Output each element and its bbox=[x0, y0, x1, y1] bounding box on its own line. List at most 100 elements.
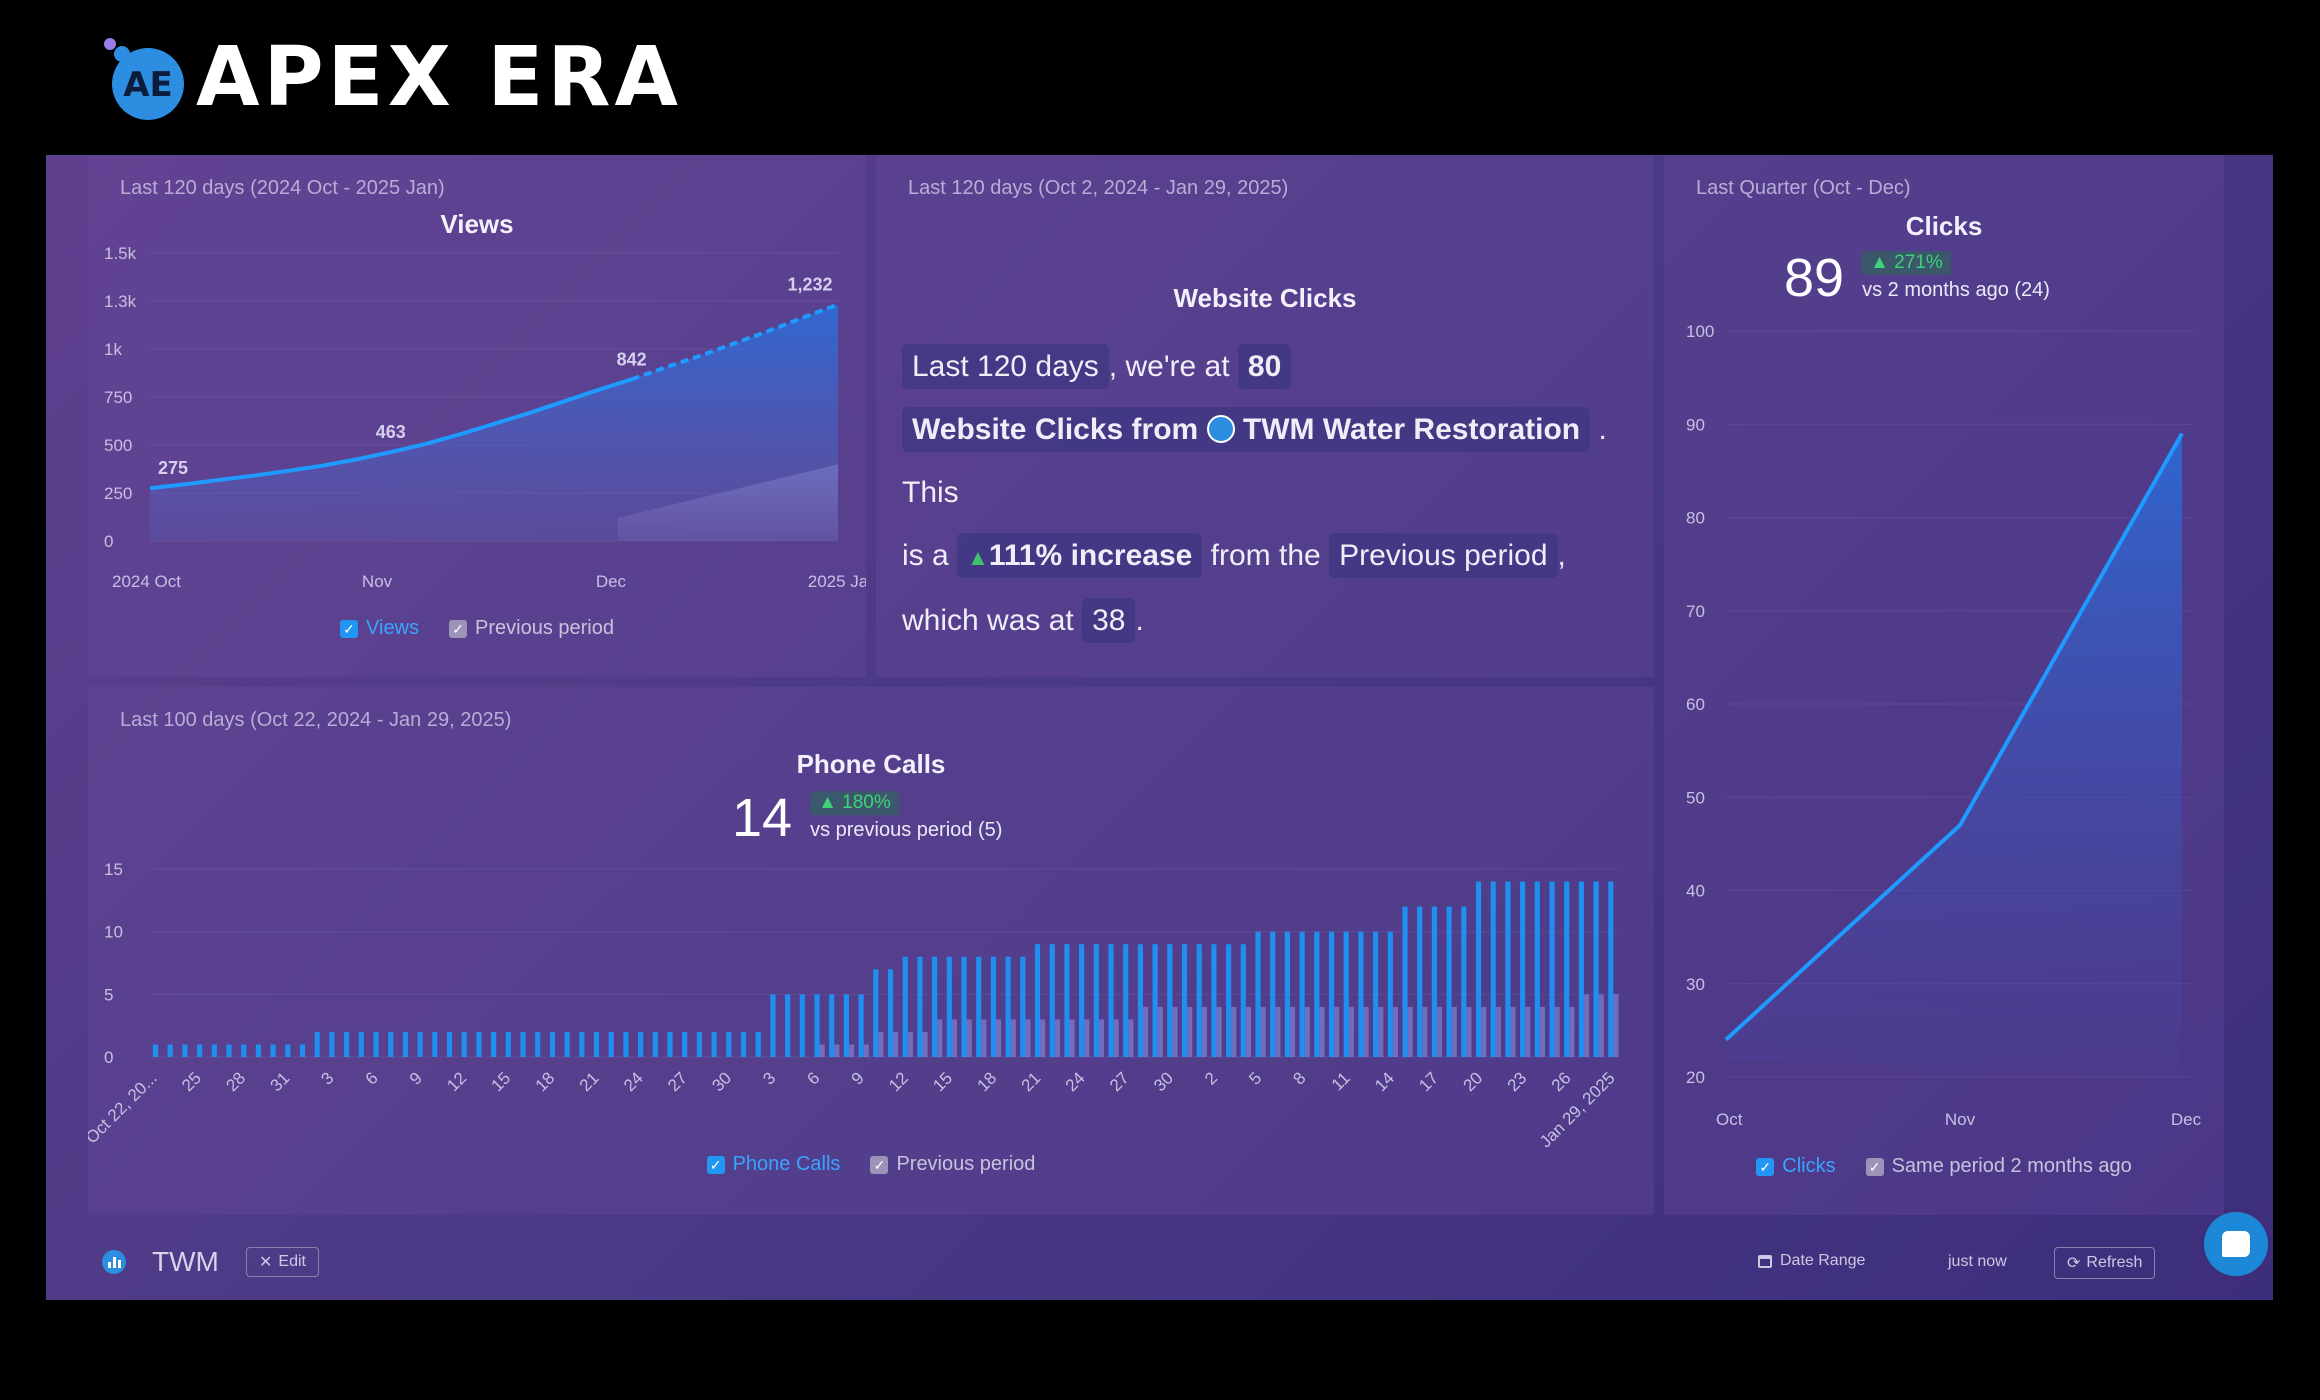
x-tick-label: 2025 Ja bbox=[808, 572, 866, 591]
phone-bar bbox=[917, 956, 923, 1057]
phone-bar bbox=[1402, 906, 1408, 1057]
previous-bar bbox=[1172, 1006, 1178, 1057]
phone-bar bbox=[564, 1031, 570, 1057]
previous-bar bbox=[1231, 1006, 1237, 1057]
phone-bar bbox=[1373, 931, 1379, 1057]
phone-bar bbox=[314, 1031, 320, 1057]
brand-mark-icon: AE bbox=[100, 34, 188, 122]
clicks-title: Clicks bbox=[1905, 211, 1983, 241]
edit-button[interactable]: ✕ Edit bbox=[246, 1247, 319, 1277]
phone-bar bbox=[1534, 881, 1540, 1057]
previous-bar bbox=[1451, 1006, 1457, 1057]
phone-bar bbox=[1446, 906, 1452, 1057]
brand-logo: AE APEX ERA bbox=[100, 28, 682, 128]
chat-launcher-button[interactable] bbox=[2204, 1212, 2268, 1276]
legend-phone-toggle[interactable]: ✓ Phone Calls bbox=[706, 1153, 840, 1176]
legend-previous-toggle[interactable]: ✓ Previous period bbox=[449, 617, 614, 640]
views-date-range: Last 120 days (2024 Oct - 2025 Jan) bbox=[120, 177, 445, 199]
x-tick-label: 12 bbox=[885, 1068, 912, 1095]
phone-bar bbox=[652, 1031, 658, 1057]
clicks-card: Last Quarter (Oct - Dec) Clicks 89 ▲ 271… bbox=[1664, 155, 2224, 1215]
x-tick-label: 15 bbox=[929, 1068, 956, 1095]
phone-bar bbox=[329, 1031, 335, 1057]
x-tick-label: Dec bbox=[596, 572, 627, 591]
phone-bar bbox=[182, 1044, 188, 1057]
phone-bar bbox=[1431, 906, 1437, 1057]
previous-bar bbox=[1187, 1006, 1193, 1057]
phone-bar bbox=[1505, 881, 1511, 1057]
previous-bar bbox=[1348, 1006, 1354, 1057]
phone-bar bbox=[740, 1031, 747, 1057]
previous-bar bbox=[1304, 1006, 1310, 1057]
previous-bar bbox=[1539, 1006, 1546, 1057]
phone-bar bbox=[990, 956, 996, 1057]
legend-clicks-toggle[interactable]: ✓ Clicks bbox=[1756, 1155, 1836, 1178]
phone-bar bbox=[285, 1044, 291, 1057]
period-chip: Last 120 days bbox=[902, 344, 1109, 389]
clicks-date-range: Last Quarter (Oct - Dec) bbox=[1696, 177, 1911, 199]
y-tick-label: 90 bbox=[1686, 415, 1705, 434]
phone-bar bbox=[1123, 944, 1129, 1057]
refresh-icon: ⟳ bbox=[2067, 1255, 2081, 1272]
x-tick-label: 21 bbox=[576, 1068, 603, 1095]
y-tick-label: 10 bbox=[104, 923, 123, 942]
previous-bar bbox=[1113, 1019, 1119, 1057]
phone-bar bbox=[1328, 931, 1335, 1057]
phone-bar bbox=[799, 994, 805, 1057]
clicks-area bbox=[1726, 433, 2182, 1077]
phone-bar bbox=[814, 994, 820, 1057]
data-label: 1,232 bbox=[787, 274, 832, 294]
phone-bar bbox=[873, 969, 879, 1057]
phone-bar bbox=[299, 1044, 306, 1057]
legend-views-toggle[interactable]: ✓ Views bbox=[340, 617, 419, 640]
views-title: Views bbox=[440, 209, 514, 239]
previous-bar bbox=[1481, 1006, 1487, 1057]
x-tick-label: Oct 22, 20... bbox=[88, 1068, 161, 1147]
x-tick-label: 8 bbox=[1289, 1068, 1309, 1088]
y-tick-label: 70 bbox=[1686, 602, 1705, 621]
y-tick-label: 250 bbox=[104, 484, 132, 503]
previous-bar bbox=[1422, 1006, 1428, 1057]
x-tick-label: 2 bbox=[1201, 1068, 1221, 1088]
views-card: Last 120 days (2024 Oct - 2025 Jan) View… bbox=[88, 155, 866, 677]
phone-bar bbox=[976, 956, 982, 1057]
phone-bar bbox=[623, 1031, 629, 1057]
clicks-legend: ✓ Clicks ✓ Same period 2 months ago bbox=[1664, 1155, 2224, 1178]
previous-bar bbox=[1378, 1006, 1384, 1057]
y-tick-label: 60 bbox=[1686, 695, 1705, 714]
checkbox-checked-icon: ✓ bbox=[340, 619, 359, 638]
previous-bar bbox=[907, 1031, 913, 1057]
phone-bar bbox=[1167, 944, 1173, 1057]
increase-chip: ▲111% increase bbox=[957, 533, 1203, 578]
legend-previous-toggle[interactable]: ✓ Previous period bbox=[870, 1153, 1035, 1176]
x-tick-label: 30 bbox=[708, 1068, 735, 1095]
phone-bar bbox=[373, 1031, 379, 1057]
x-tick-label: 21 bbox=[1018, 1068, 1045, 1095]
legend-same-period-toggle[interactable]: ✓ Same period 2 months ago bbox=[1865, 1155, 2132, 1178]
y-tick-label: 1k bbox=[104, 340, 122, 359]
previous-bar bbox=[1407, 1006, 1413, 1057]
phone-bar bbox=[226, 1044, 232, 1057]
phone-bar bbox=[255, 1044, 261, 1057]
previous-bar bbox=[863, 1044, 869, 1057]
phone-bar bbox=[755, 1031, 761, 1057]
views-line-partial bbox=[630, 302, 839, 382]
date-range-button[interactable]: Date Range bbox=[1758, 1252, 1865, 1270]
checkbox-checked-icon: ✓ bbox=[1865, 1157, 1884, 1176]
phone-bar bbox=[1608, 881, 1614, 1057]
refresh-button[interactable]: ⟳ Refresh bbox=[2054, 1247, 2156, 1279]
dashboard-footer: TWM ✕ Edit Date Range just now ⟳ Refresh bbox=[46, 1212, 2273, 1300]
clicks-line bbox=[1724, 432, 2184, 1042]
previous-bar bbox=[1275, 1006, 1281, 1057]
previous-bar bbox=[1025, 1019, 1031, 1057]
clicks-chart: 20 30 40 50 60 70 80 90 100 Oct Nov Dec bbox=[1686, 322, 2202, 1125]
phone-bar bbox=[1064, 944, 1070, 1057]
phone-bar bbox=[1034, 944, 1041, 1057]
phone-bar bbox=[785, 994, 791, 1057]
previous-bar bbox=[1363, 1006, 1369, 1057]
phone-bar bbox=[1461, 906, 1467, 1057]
phone-bar bbox=[1240, 944, 1246, 1057]
data-label: 275 bbox=[158, 458, 188, 478]
x-tick-label: 18 bbox=[532, 1068, 559, 1095]
x-tick-label: 28 bbox=[222, 1068, 249, 1095]
